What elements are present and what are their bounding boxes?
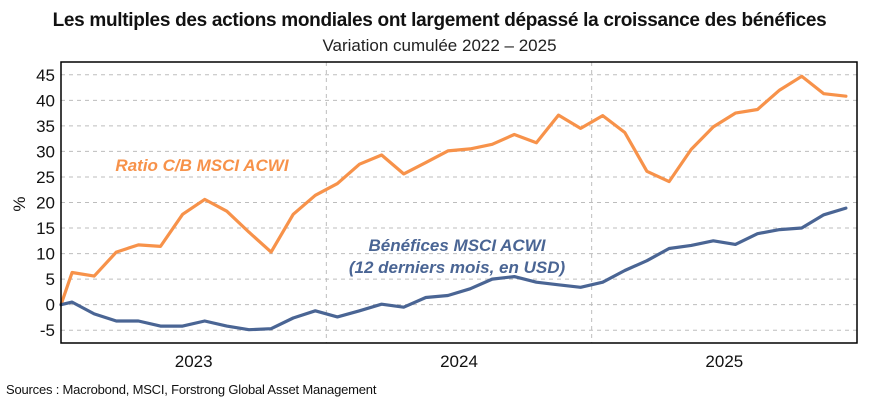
series-annotation-earnings-line2: (12 derniers mois, en USD)	[349, 258, 566, 277]
y-tick-label: 0	[46, 296, 55, 315]
chart-title: Les multiples des actions mondiales ont …	[52, 10, 827, 31]
year-separators	[325, 62, 593, 343]
x-tick-label: 2023	[175, 352, 213, 371]
y-tick-label: 20	[36, 194, 55, 213]
y-tick-label: 15	[36, 219, 55, 238]
series-lines	[59, 74, 848, 332]
chart-subtitle: Variation cumulée 2022 – 2025	[322, 36, 557, 55]
y-tick-label: -5	[40, 321, 55, 340]
y-tick-label: 45	[36, 66, 55, 85]
series-annotation-earnings-line1: Bénéfices MSCI ACWI	[369, 236, 547, 255]
series-line-earnings	[59, 206, 848, 332]
source-note: Sources : Macrobond, MSCI, Forstrong Glo…	[6, 382, 377, 397]
y-tick-label: 35	[36, 117, 55, 136]
y-axis-ticks: 45 40 35 30 25 20 15 10 5 0 -5	[36, 66, 55, 340]
x-tick-label: 2024	[440, 352, 478, 371]
y-tick-label: 10	[36, 245, 55, 264]
plot-frame	[60, 61, 858, 344]
y-tick-label: 30	[36, 142, 55, 161]
y-axis-label: %	[10, 196, 29, 211]
y-tick-label: 40	[36, 91, 55, 110]
series-line-pe-ratio	[59, 74, 848, 307]
x-axis-ticks: 2023 2024 2025	[175, 352, 743, 371]
series-annotation-pe-ratio: Ratio C/B MSCI ACWI	[115, 156, 289, 175]
x-tick-label: 2025	[705, 352, 743, 371]
y-tick-label: 5	[46, 270, 55, 289]
y-tick-label: 25	[36, 168, 55, 187]
